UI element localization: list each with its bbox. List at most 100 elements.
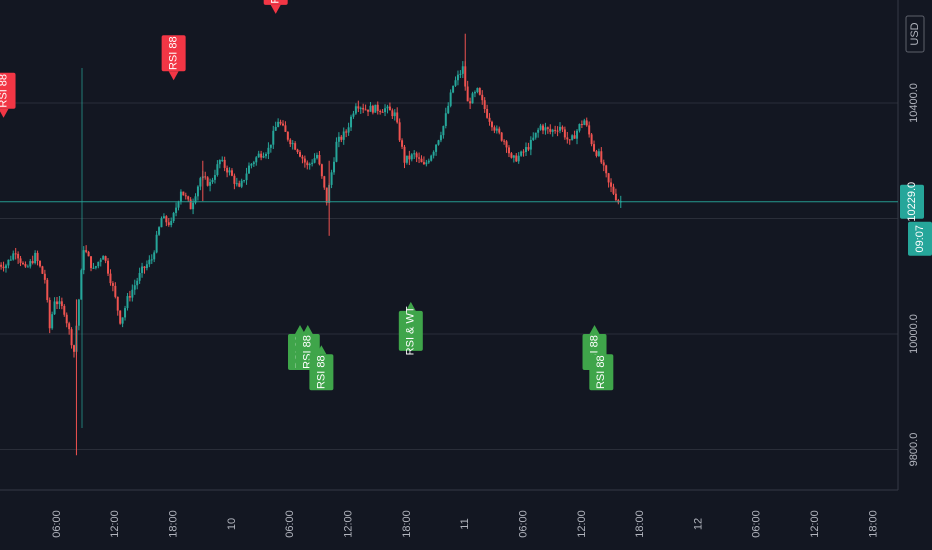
- candle-body: [160, 218, 163, 228]
- candle-body: [124, 308, 127, 318]
- candle-body: [26, 266, 29, 268]
- buy-signal-label[interactable]: RSI 88: [309, 345, 334, 391]
- candle-body: [286, 131, 289, 140]
- candle-body: [48, 300, 51, 329]
- candle-body: [196, 186, 199, 197]
- candle-body: [610, 182, 613, 187]
- candle-body: [158, 227, 161, 235]
- candle-body: [524, 147, 527, 153]
- candle-body: [444, 113, 447, 127]
- buy-signal-label[interactable]: RSI & WT: [398, 301, 423, 355]
- candle-body: [46, 279, 49, 301]
- time-tick-label: 06:00: [517, 510, 529, 538]
- candle-body: [537, 129, 540, 133]
- candle-body: [350, 116, 353, 128]
- time-tick-label: 06:00: [751, 510, 763, 538]
- candle-body: [593, 144, 596, 152]
- candle-body: [141, 266, 144, 273]
- candle-body: [221, 159, 224, 161]
- candle-body: [546, 127, 549, 129]
- candle-body: [56, 301, 58, 305]
- grid: [0, 102, 898, 450]
- signal-text: RSI 88: [595, 355, 607, 389]
- candle-body: [175, 207, 178, 213]
- candle-body: [542, 125, 544, 131]
- candle-body: [437, 140, 440, 145]
- candle-body: [90, 256, 93, 269]
- candle-body: [600, 151, 603, 163]
- candle-body: [213, 175, 216, 180]
- candle-body: [583, 120, 586, 125]
- time-axis[interactable]: 06:00 12:00 18:00 10 06:00 12:00 18:00 11 06:00 1…: [51, 510, 879, 538]
- candle-body: [260, 153, 263, 158]
- candle-body: [452, 85, 455, 93]
- candle-body: [114, 285, 117, 297]
- candle-body: [454, 80, 457, 86]
- time-tick-label: 18:00: [634, 510, 646, 538]
- time-tick-label: 12:00: [343, 510, 355, 538]
- candle-body: [498, 128, 501, 133]
- candle-body: [330, 172, 333, 185]
- candle-body: [388, 106, 391, 111]
- candle-body: [145, 264, 148, 269]
- time-tick-label: 06:00: [284, 510, 296, 538]
- candle-body: [38, 260, 41, 267]
- candle-body: [335, 141, 338, 162]
- candle-body: [70, 329, 73, 346]
- candle-body: [121, 317, 124, 324]
- time-tick-label: 12:00: [576, 510, 588, 538]
- candle-body: [430, 155, 433, 161]
- candle-body: [131, 289, 134, 298]
- candle-body: [303, 158, 306, 163]
- candle-body: [206, 177, 209, 186]
- signal-text: RSI 88: [315, 355, 327, 389]
- candle-body: [551, 129, 554, 132]
- candle-body: [31, 261, 34, 264]
- candle-body: [381, 111, 384, 113]
- sell-signal-label[interactable]: RSI 88: [263, 0, 288, 14]
- candle-body: [561, 126, 564, 130]
- candle-body: [162, 216, 165, 219]
- candle-body: [359, 107, 362, 109]
- sell-signal-label[interactable]: RSI 88: [161, 35, 186, 81]
- candle-body: [408, 155, 411, 160]
- candle-body: [456, 74, 459, 81]
- candle-body: [255, 157, 258, 163]
- candle-body: [167, 222, 170, 225]
- candle-body: [126, 296, 129, 309]
- buy-signal-label[interactable]: RSI 88: [589, 345, 614, 391]
- candle-body: [284, 125, 287, 132]
- candle-body: [60, 301, 63, 307]
- sell-signal-label[interactable]: RSI 88: [0, 72, 16, 118]
- candle-body: [466, 86, 469, 102]
- candle-body: [63, 306, 66, 315]
- price-tick-label: 9800.0: [908, 433, 920, 467]
- candle-body: [571, 135, 574, 140]
- signal-text: RSI & WT: [405, 306, 417, 355]
- candle-body: [274, 126, 277, 131]
- candle-body: [262, 156, 265, 158]
- candle-body: [576, 130, 579, 139]
- candle-body: [512, 155, 515, 158]
- candle-body: [243, 180, 246, 182]
- candle-body: [272, 130, 275, 145]
- candle-body: [495, 128, 498, 131]
- candle-body: [87, 251, 90, 257]
- candle-body: [573, 135, 576, 139]
- candle-body: [189, 199, 192, 210]
- candle-body: [391, 110, 394, 117]
- candle-body: [478, 88, 481, 95]
- candle-body: [384, 108, 387, 113]
- candle-body: [279, 121, 282, 124]
- candle-body: [379, 110, 382, 112]
- candle-body: [476, 88, 479, 93]
- candle-body: [211, 179, 214, 183]
- candle-body: [252, 162, 255, 164]
- currency-badge[interactable]: USD: [905, 15, 925, 53]
- candle-body: [371, 105, 374, 113]
- candle-body: [364, 109, 367, 111]
- time-tick-label: 18:00: [168, 510, 180, 538]
- price-axis[interactable]: 10400.0 10000.0 9800.0: [908, 83, 920, 466]
